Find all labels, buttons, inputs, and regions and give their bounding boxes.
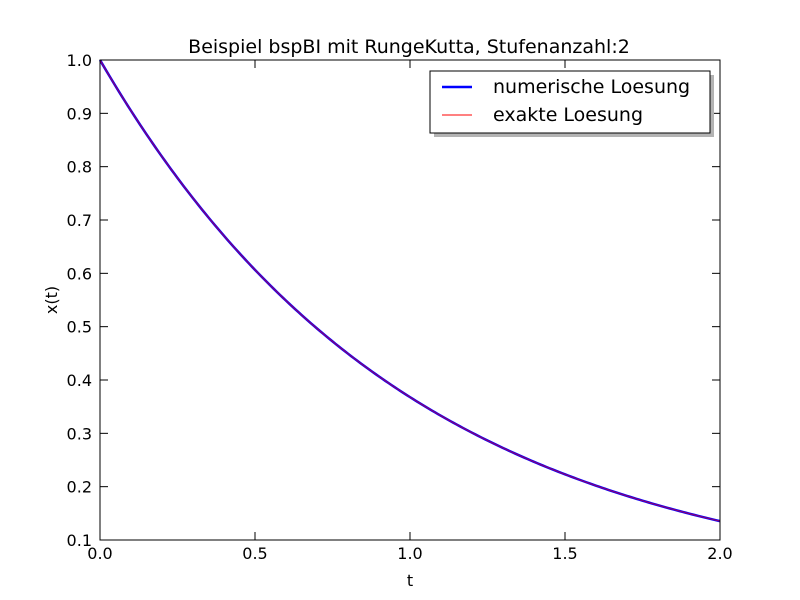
x-tick-label: 0.5 [242,544,267,563]
ticks-layer: 0.0 0.5 1.0 1.5 2.0 0.1 0.2 0.3 0.4 0.5 0.6 0.7 0.8 0… [67,51,733,563]
plot-area [100,60,720,540]
chart-title: Beispiel bspBI mit RungeKutta, Stufenanz… [188,36,630,58]
y-tick-label: 0.4 [67,371,92,390]
y-axis-label: x(t) [42,286,61,314]
x-tick-label: 0.0 [87,544,112,563]
y-tick-label: 0.5 [67,318,92,337]
y-tick-label: 0.6 [67,264,92,283]
y-tick-label: 0.1 [67,531,92,550]
legend-box [429,70,711,134]
y-tick-label: 0.2 [67,478,92,497]
legend-label-exakte-loesung: exakte Loesung [493,104,643,126]
y-tick-label: 0.3 [67,424,92,443]
y-tick-label: 0.8 [67,158,92,177]
y-tick-label: 0.7 [67,211,92,230]
legend: numerische Loesung exakte Loesung [429,70,714,137]
y-tick-label: 1.0 [67,51,92,70]
x-tick-label: 1.5 [552,544,577,563]
series-layer [98,59,721,523]
legend-label-numerische-loesung: numerische Loesung [493,76,690,98]
series-line-exakte-loesung [99,59,721,522]
x-axis-label: t [407,571,413,590]
x-tick-label: 1.0 [397,544,422,563]
x-tick-label: 2.0 [707,544,732,563]
y-tick-label: 0.9 [67,104,92,123]
plot-frame [99,59,721,541]
